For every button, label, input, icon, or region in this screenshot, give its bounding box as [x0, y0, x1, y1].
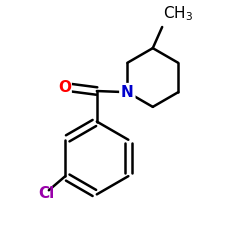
Text: N: N — [121, 85, 134, 100]
Text: O: O — [58, 80, 71, 94]
Text: Cl: Cl — [38, 186, 54, 201]
Text: CH$_3$: CH$_3$ — [163, 5, 194, 24]
